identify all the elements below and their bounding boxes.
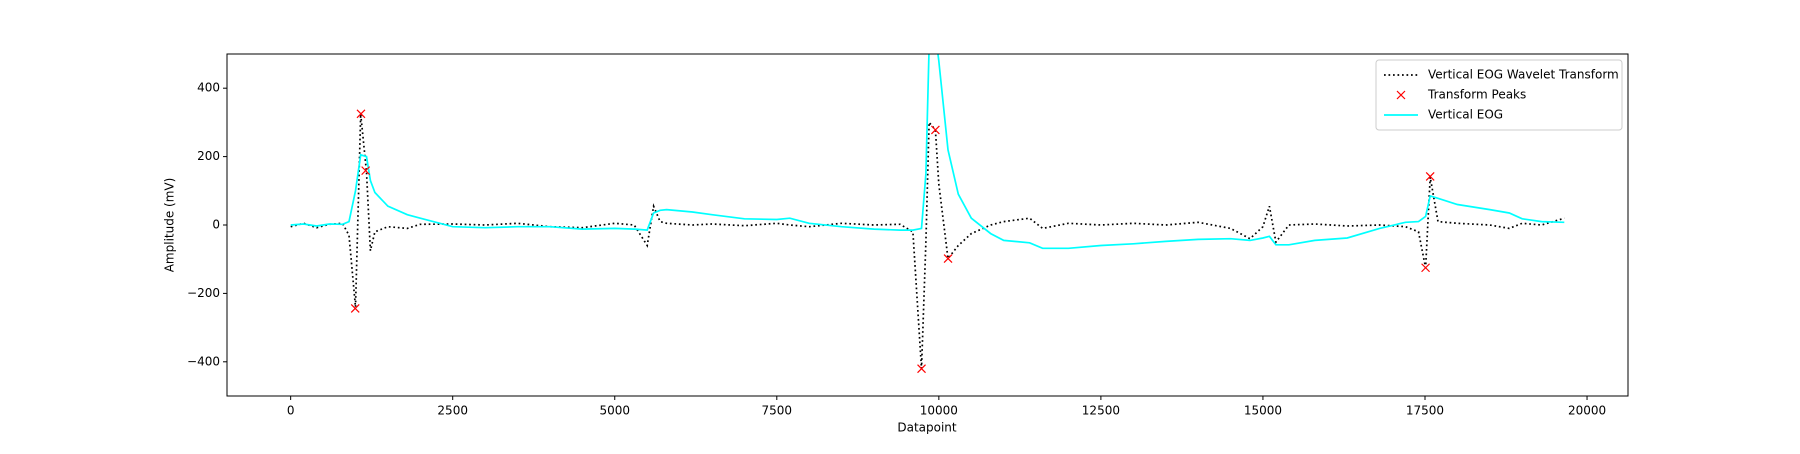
x-tick-label: 2500 <box>437 404 468 418</box>
legend-label: Transform Peaks <box>1427 88 1526 102</box>
y-tick-label: 200 <box>197 149 220 163</box>
y-tick-label: −400 <box>187 354 220 368</box>
x-tick-label: 15000 <box>1244 404 1282 418</box>
peak-marker <box>350 304 360 313</box>
x-tick-label: 17500 <box>1406 404 1444 418</box>
y-axis-label: Amplitude (mV) <box>163 178 177 273</box>
legend-marker <box>1396 90 1406 100</box>
peak-marker <box>1421 263 1430 273</box>
peak-marker <box>361 166 371 176</box>
y-tick-label: −200 <box>187 286 220 300</box>
line-series <box>290 54 1565 250</box>
x-tick-label: 5000 <box>599 404 630 418</box>
x-tick-label: 0 <box>287 404 295 418</box>
legend-label: Vertical EOG <box>1428 108 1503 122</box>
peak-marker <box>917 364 926 374</box>
peak-marker <box>943 254 953 263</box>
legend-label: Vertical EOG Wavelet Transform <box>1428 68 1619 82</box>
y-tick-label: 400 <box>197 81 220 95</box>
x-tick-label: 20000 <box>1568 404 1606 418</box>
x-tick-label: 12500 <box>1082 404 1120 418</box>
line-series <box>290 113 1565 369</box>
peak-marker <box>930 125 940 135</box>
x-axis-label: Datapoint <box>897 421 957 435</box>
peak-marker <box>356 109 366 119</box>
plot-area <box>290 54 1565 369</box>
x-tick-label: 7500 <box>762 404 793 418</box>
plot-frame <box>226 53 1629 397</box>
peak-marker <box>1425 172 1435 181</box>
legend-box <box>1375 59 1623 131</box>
x-tick-label: 10000 <box>920 404 958 418</box>
y-tick-label: 0 <box>212 218 220 232</box>
